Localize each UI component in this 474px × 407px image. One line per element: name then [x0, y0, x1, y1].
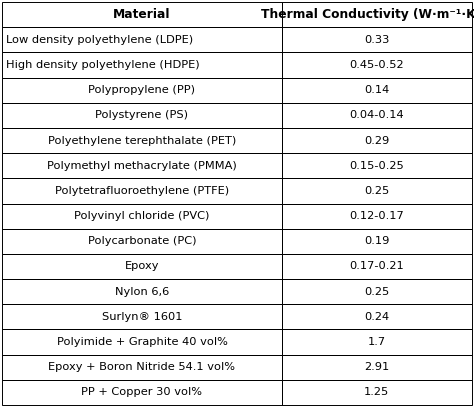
Text: 0.33: 0.33 — [364, 35, 389, 45]
Text: Material: Material — [113, 8, 171, 21]
Text: 2.91: 2.91 — [364, 362, 389, 372]
Bar — [282, 103, 472, 128]
Text: Nylon 6,6: Nylon 6,6 — [115, 287, 169, 297]
Text: Polyvinyl chloride (PVC): Polyvinyl chloride (PVC) — [74, 211, 210, 221]
Text: Polystyrene (PS): Polystyrene (PS) — [95, 110, 189, 120]
Bar — [2, 78, 282, 103]
Bar — [282, 204, 472, 229]
Text: 0.45-0.52: 0.45-0.52 — [349, 60, 404, 70]
Bar — [282, 380, 472, 405]
Bar — [2, 27, 282, 53]
Text: Low density polyethylene (LDPE): Low density polyethylene (LDPE) — [6, 35, 193, 45]
Bar — [282, 78, 472, 103]
Text: 0.04-0.14: 0.04-0.14 — [349, 110, 404, 120]
Bar — [282, 329, 472, 354]
Bar — [2, 229, 282, 254]
Bar — [282, 304, 472, 329]
Text: 0.25: 0.25 — [364, 287, 389, 297]
Bar — [2, 329, 282, 354]
Text: Epoxy: Epoxy — [125, 261, 159, 271]
Text: Polytetrafluoroethylene (PTFE): Polytetrafluoroethylene (PTFE) — [55, 186, 229, 196]
Bar — [282, 254, 472, 279]
Text: Surlyn® 1601: Surlyn® 1601 — [102, 312, 182, 322]
Bar — [2, 128, 282, 153]
Text: PP + Copper 30 vol%: PP + Copper 30 vol% — [82, 387, 202, 397]
Text: Thermal Conductivity (W·m⁻¹·K⁻¹): Thermal Conductivity (W·m⁻¹·K⁻¹) — [261, 8, 474, 21]
Bar — [282, 128, 472, 153]
Text: 0.19: 0.19 — [364, 236, 389, 246]
Bar — [282, 27, 472, 53]
Text: 0.17-0.21: 0.17-0.21 — [349, 261, 404, 271]
Text: 0.14: 0.14 — [364, 85, 389, 95]
Text: Polymethyl methacrylate (PMMA): Polymethyl methacrylate (PMMA) — [47, 161, 237, 171]
Text: High density polyethylene (HDPE): High density polyethylene (HDPE) — [6, 60, 200, 70]
Bar — [2, 178, 282, 204]
Bar — [2, 53, 282, 78]
Bar — [282, 153, 472, 178]
Bar — [282, 229, 472, 254]
Bar — [2, 204, 282, 229]
Text: Polycarbonate (PC): Polycarbonate (PC) — [88, 236, 196, 246]
Text: Epoxy + Boron Nitride 54.1 vol%: Epoxy + Boron Nitride 54.1 vol% — [48, 362, 236, 372]
Bar — [2, 153, 282, 178]
Text: 0.24: 0.24 — [364, 312, 389, 322]
Bar — [2, 354, 282, 380]
Bar — [2, 304, 282, 329]
Text: 0.15-0.25: 0.15-0.25 — [349, 161, 404, 171]
Bar — [2, 380, 282, 405]
Text: 0.29: 0.29 — [364, 136, 389, 146]
Text: Polyimide + Graphite 40 vol%: Polyimide + Graphite 40 vol% — [56, 337, 228, 347]
Bar — [2, 2, 282, 27]
Bar — [282, 53, 472, 78]
Bar — [2, 279, 282, 304]
Text: 1.25: 1.25 — [364, 387, 389, 397]
Text: 0.25: 0.25 — [364, 186, 389, 196]
Bar — [2, 103, 282, 128]
Bar — [2, 254, 282, 279]
Text: 1.7: 1.7 — [367, 337, 386, 347]
Text: 0.12-0.17: 0.12-0.17 — [349, 211, 404, 221]
Bar — [282, 279, 472, 304]
Text: Polyethylene terephthalate (PET): Polyethylene terephthalate (PET) — [48, 136, 236, 146]
Bar — [282, 178, 472, 204]
Bar — [282, 354, 472, 380]
Text: Polypropylene (PP): Polypropylene (PP) — [89, 85, 195, 95]
Bar — [282, 2, 472, 27]
